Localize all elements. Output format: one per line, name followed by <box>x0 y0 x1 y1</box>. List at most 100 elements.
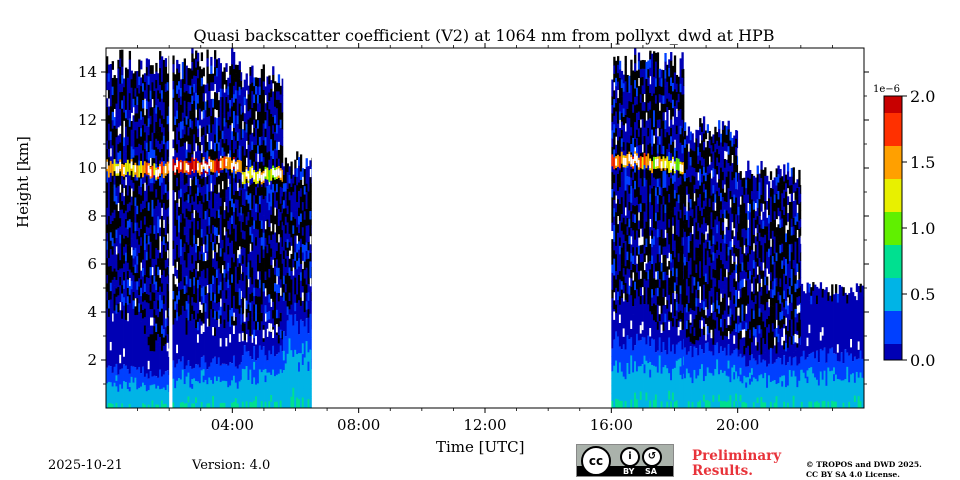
heatmap-cell <box>121 388 124 394</box>
heatmap-cell <box>123 305 126 315</box>
heatmap-cell <box>229 150 232 159</box>
heatmap-cell <box>160 224 164 234</box>
heatmap-cell <box>225 214 228 224</box>
heatmap-cell <box>307 266 310 276</box>
heatmap-cell <box>140 312 143 322</box>
heatmap-cell <box>168 198 170 208</box>
heatmap-cell <box>160 333 164 343</box>
heatmap-cell <box>160 308 164 318</box>
heatmap-cell <box>264 178 267 188</box>
heatmap-cell <box>155 306 158 316</box>
heatmap-cell <box>268 386 271 395</box>
heatmap-cell <box>106 249 109 259</box>
heatmap-cell <box>290 349 293 362</box>
heatmap-cell <box>147 185 150 195</box>
cloud-cell <box>107 165 111 178</box>
heatmap-cell <box>643 160 646 170</box>
heatmap-cell <box>275 334 279 355</box>
low-cloud-cell <box>166 342 169 352</box>
heatmap-cell <box>260 245 264 255</box>
heatmap-cell <box>162 303 166 313</box>
heatmap-cell <box>214 50 217 59</box>
heatmap-cell <box>305 183 308 193</box>
heatmap-cell <box>634 172 637 181</box>
heatmap-cell <box>106 232 109 242</box>
heatmap-cell <box>634 230 637 240</box>
heatmap-cell <box>221 214 224 224</box>
heatmap-cell <box>162 374 166 380</box>
heatmap-cell <box>134 180 137 190</box>
heatmap-cell <box>618 86 622 95</box>
heatmap-cell <box>193 108 196 118</box>
heatmap-cell <box>617 198 620 208</box>
heatmap-cell <box>115 271 118 280</box>
heatmap-cell <box>236 90 240 99</box>
heatmap-cell <box>253 203 256 213</box>
heatmap-cell <box>115 402 118 408</box>
heatmap-cell <box>123 86 126 96</box>
heatmap-cell <box>113 234 116 244</box>
heatmap-cell <box>196 321 200 331</box>
heatmap-cell <box>142 301 145 311</box>
heatmap-cell <box>238 94 241 104</box>
heatmap-cell <box>274 266 277 275</box>
heatmap-cell <box>632 213 635 223</box>
heatmap-cell <box>617 98 620 107</box>
heatmap-cell <box>617 207 620 217</box>
heatmap-cell <box>635 263 639 273</box>
heatmap-cell <box>622 209 625 218</box>
heatmap-cell <box>241 330 245 356</box>
heatmap-cell <box>145 184 149 194</box>
heatmap-cell <box>249 356 252 364</box>
heatmap-cell <box>611 385 614 394</box>
heatmap-cell <box>151 241 154 251</box>
heatmap-cell <box>234 392 238 399</box>
heatmap-cell <box>121 284 124 294</box>
heatmap-cell <box>106 241 109 250</box>
heatmap-cell <box>115 369 118 376</box>
heatmap-cell <box>241 229 245 239</box>
heatmap-cell <box>305 259 308 268</box>
heatmap-cell <box>130 381 133 388</box>
heatmap-cell <box>202 260 205 270</box>
heatmap-cell <box>238 391 241 398</box>
heatmap-cell <box>613 207 616 217</box>
heatmap-cell <box>299 305 303 320</box>
heatmap-cell <box>227 296 230 305</box>
heatmap-cell <box>147 84 150 94</box>
heatmap-cell <box>111 203 114 213</box>
heatmap-cell <box>187 366 190 373</box>
heatmap-cell <box>147 244 150 253</box>
heatmap-cell <box>245 207 248 217</box>
heatmap-cell <box>106 308 109 368</box>
heatmap-cell <box>219 386 222 393</box>
heatmap-cell <box>212 132 215 142</box>
low-cloud-cell <box>123 348 126 357</box>
heatmap-cell <box>243 289 246 299</box>
heatmap-cell <box>204 210 207 220</box>
heatmap-cell <box>221 323 224 333</box>
heatmap-cell <box>130 230 133 239</box>
heatmap-cell <box>231 391 234 398</box>
heatmap-cell <box>253 312 256 322</box>
heatmap-cell <box>130 238 133 248</box>
heatmap-cell <box>275 242 279 252</box>
heatmap-cell <box>187 328 190 338</box>
heatmap-cell <box>292 356 295 368</box>
heatmap-cell <box>174 208 177 218</box>
heatmap-cell <box>181 362 185 370</box>
heatmap-cell <box>126 245 130 255</box>
heatmap-cell <box>225 172 228 182</box>
heatmap-cell <box>628 382 631 392</box>
heatmap-cell <box>212 325 215 359</box>
heatmap-cell <box>206 276 209 286</box>
heatmap-cell <box>260 94 264 103</box>
heatmap-cell <box>249 92 252 101</box>
heatmap-cell <box>132 190 135 200</box>
heatmap-cell <box>613 266 616 276</box>
heatmap-cell <box>227 262 230 272</box>
heatmap-cell <box>231 48 234 56</box>
heatmap-cell <box>160 392 164 397</box>
heatmap-cell <box>189 76 192 86</box>
heatmap-cell <box>225 369 228 376</box>
